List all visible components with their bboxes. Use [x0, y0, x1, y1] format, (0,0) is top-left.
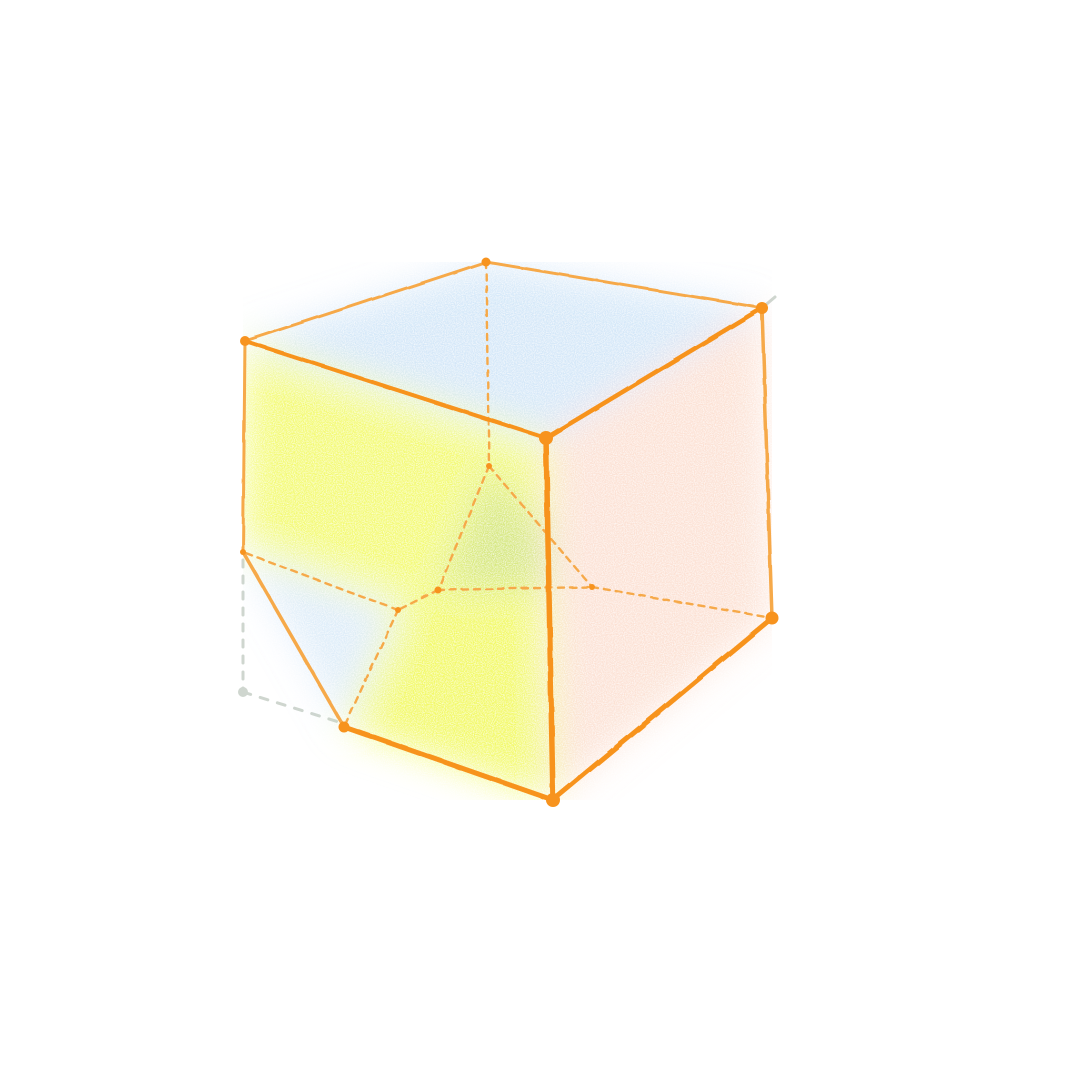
- vertex: [482, 258, 491, 267]
- hidden-vertex: [486, 463, 492, 469]
- vertex: [539, 431, 553, 445]
- vertex: [766, 612, 779, 625]
- face-tints: [243, 262, 772, 800]
- vertex: [240, 336, 250, 346]
- vertex: [546, 793, 560, 807]
- edge-left-vertical: [243, 341, 245, 552]
- vertex: [756, 302, 768, 314]
- vertex: [339, 722, 350, 733]
- axis-origin-mark: [238, 687, 248, 697]
- vertex: [240, 549, 246, 555]
- hidden-vertex: [589, 584, 595, 590]
- hidden-vertex: [435, 587, 442, 594]
- hidden-vertex: [395, 607, 401, 613]
